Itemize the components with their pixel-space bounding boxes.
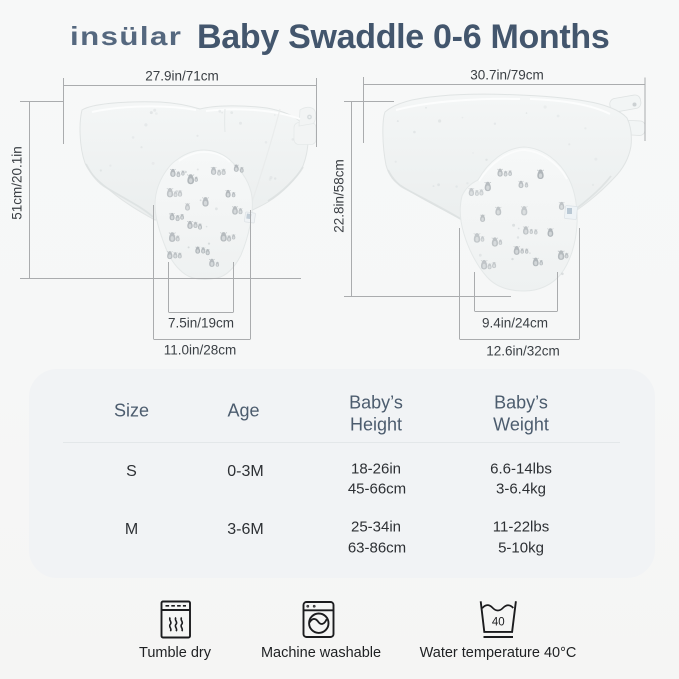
svg-text:40: 40 [492, 617, 505, 629]
